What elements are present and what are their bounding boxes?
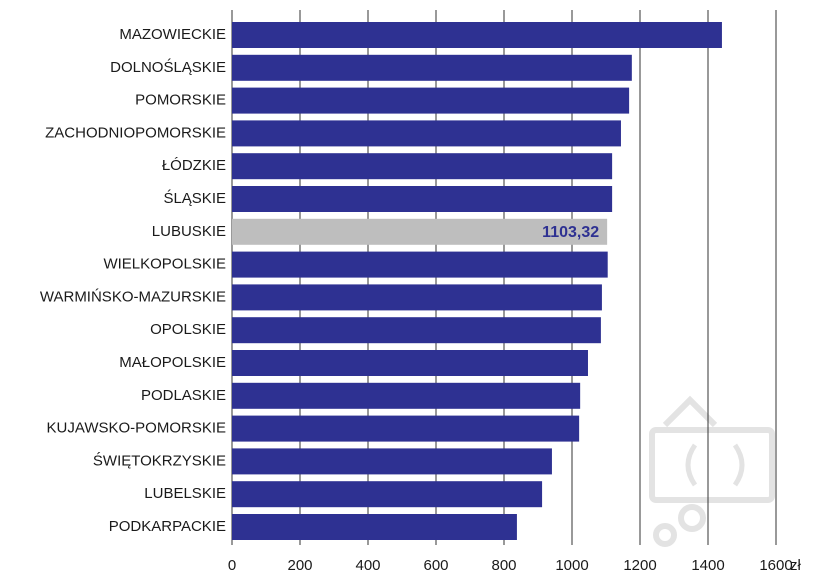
y-tick-label: ŁÓDZKIE	[162, 157, 226, 174]
y-tick-label: LUBELSKIE	[144, 485, 226, 502]
x-tick-label: 1200	[623, 557, 656, 574]
bar	[232, 55, 632, 81]
bar	[232, 153, 612, 179]
x-tick-label: 800	[491, 557, 516, 574]
bar	[232, 383, 580, 409]
bar	[232, 481, 542, 507]
y-tick-label: PODLASKIE	[141, 387, 226, 404]
x-tick-label: 400	[355, 557, 380, 574]
value-label: 1103,32	[542, 224, 599, 241]
x-tick-label: 1600	[759, 557, 792, 574]
x-tick-label: 1000	[555, 557, 588, 574]
bar	[232, 514, 517, 540]
y-tick-label: LUBUSKIE	[152, 223, 226, 240]
y-tick-label: WARMIŃSKO-MAZURSKIE	[40, 288, 226, 305]
x-tick-label: 600	[423, 557, 448, 574]
bar	[232, 186, 612, 212]
bar	[232, 416, 579, 442]
bar	[232, 448, 552, 474]
bar	[232, 88, 629, 114]
x-tick-label: 200	[287, 557, 312, 574]
y-tick-label: PODKARPACKIE	[109, 518, 226, 535]
x-tick-label: 0	[228, 557, 236, 574]
watermark-icon	[652, 400, 772, 544]
y-tick-label: KUJAWSKO-POMORSKIE	[47, 420, 226, 437]
y-tick-label: POMORSKIE	[135, 92, 226, 109]
chart: zł 02004006008001000120014001600MAZOWIEC…	[0, 0, 818, 576]
y-tick-label: ŚWIĘTOKRZYSKIE	[93, 451, 226, 469]
y-tick-label: ZACHODNIOPOMORSKIE	[45, 124, 226, 141]
bar	[232, 350, 588, 376]
y-tick-label: OPOLSKIE	[150, 321, 226, 338]
y-tick-label: ŚLĄSKIE	[163, 189, 226, 207]
y-tick-label: MAŁOPOLSKIE	[119, 354, 226, 371]
y-tick-label: DOLNOŚLĄSKIE	[110, 58, 226, 76]
bar	[232, 22, 722, 48]
x-tick-label: 1400	[691, 557, 724, 574]
bar	[232, 284, 602, 310]
bar	[232, 317, 601, 343]
y-tick-label: MAZOWIECKIE	[119, 26, 226, 43]
bar	[232, 120, 621, 146]
y-tick-label: WIELKOPOLSKIE	[103, 256, 226, 273]
bar	[232, 252, 608, 278]
